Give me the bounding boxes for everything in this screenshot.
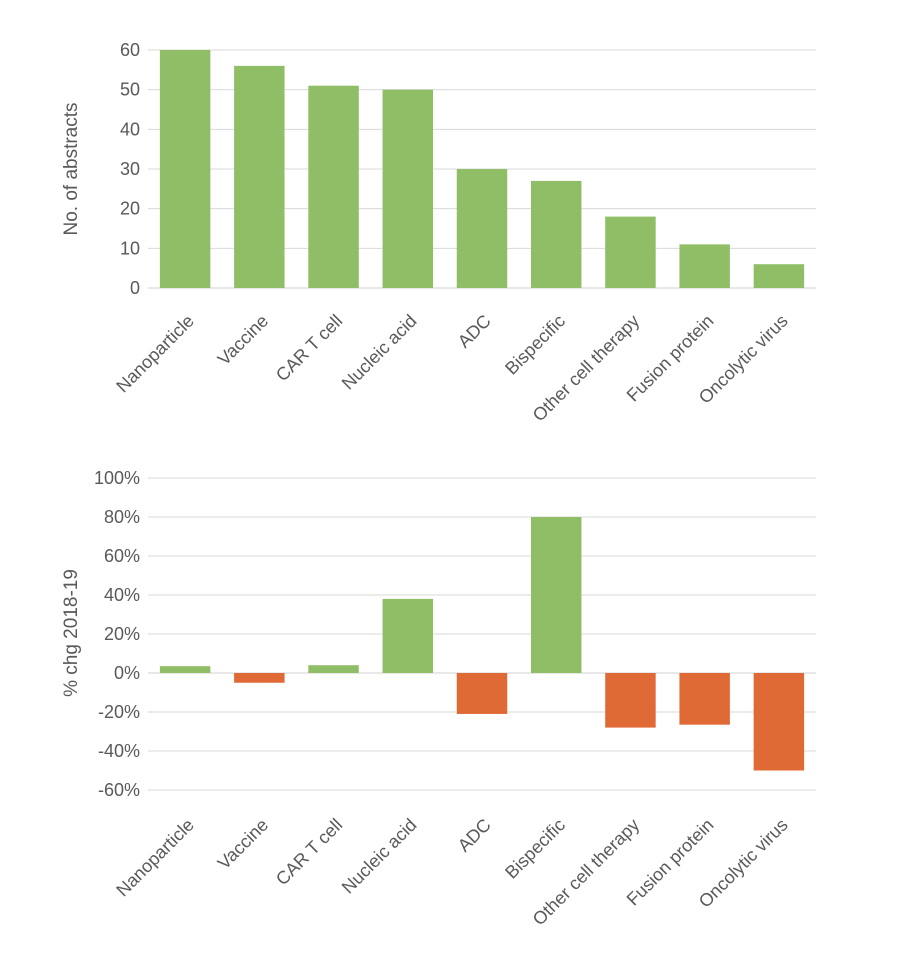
chart2-bar-adc: [456, 673, 508, 714]
chart2-bar-bispecific: [530, 517, 582, 673]
chart2-bar-oncolytic-virus: [753, 673, 805, 771]
chart1-bar-oncolytic-virus: [753, 264, 805, 288]
chart1-y-tick-label: 0: [130, 278, 140, 298]
chart1-bar-fusion-protein: [679, 244, 730, 288]
chart2-y-tick-label: 20%: [104, 624, 140, 644]
chart1-category-label: ADC: [454, 311, 495, 352]
abstracts-bar-chart: No. of abstracts 0 10 20 30 40 50 60 Nanopartic…: [61, 40, 816, 425]
chart1-bar-other-cell-therapy: [605, 216, 656, 288]
chart2-bar-fusion-protein: [679, 673, 730, 725]
chart2-bar-other-cell-therapy: [605, 673, 656, 728]
chart1-bar-car-t-cell: [308, 85, 359, 288]
chart1-category-label: Vaccine: [214, 311, 272, 369]
chart1-bar-bispecific: [530, 180, 582, 288]
chart1-category-label: Nucleic acid: [338, 311, 421, 394]
chart1-y-tick-label: 50: [120, 80, 140, 100]
chart2-y-tick-label: 60%: [104, 546, 140, 566]
chart2-bar-car-t-cell: [308, 665, 359, 673]
chart2-category-label: CAR T cell: [272, 815, 347, 890]
percent-change-bar-chart: % chg 2018-19 -60% -40% -20% 0% 20% 40% 60% 80%…: [61, 468, 816, 929]
chart2-category-label: Bispecific: [501, 815, 569, 883]
chart1-y-tick-label: 20: [120, 199, 140, 219]
chart1-bar-vaccine: [234, 65, 285, 288]
chart2-y-tick-label: -20%: [98, 702, 140, 722]
chart2-bar-nucleic-acid: [382, 598, 434, 673]
chart2-category-label: Nanoparticle: [112, 815, 198, 901]
chart1-category-label: Nanoparticle: [112, 311, 198, 397]
chart1-bar-adc: [456, 169, 508, 288]
chart2-y-tick-label: 40%: [104, 585, 140, 605]
chart2-bar-vaccine: [234, 673, 285, 683]
chart2-category-label: Vaccine: [214, 815, 272, 873]
chart1-category-label: Bispecific: [501, 311, 569, 379]
chart2-y-tick-label: -60%: [98, 780, 140, 800]
chart1-category-label: CAR T cell: [272, 311, 347, 386]
chart2-bar-nanoparticle: [159, 666, 211, 673]
chart2-category-label: Nucleic acid: [338, 815, 421, 898]
chart2-category-label: ADC: [454, 815, 495, 856]
chart2-y-tick-label: 0%: [114, 663, 140, 683]
chart2-y-tick-label: 80%: [104, 507, 140, 527]
chart1-y-tick-label: 60: [120, 40, 140, 60]
chart1-y-tick-label: 30: [120, 159, 140, 179]
chart1-bar-nanoparticle: [159, 50, 211, 288]
chart1-y-tick-label: 40: [120, 119, 140, 139]
chart2-y-axis-label: % chg 2018-19: [61, 569, 82, 697]
chart1-bar-nucleic-acid: [382, 89, 434, 289]
chart1-y-axis-label: No. of abstracts: [61, 102, 82, 235]
chart2-y-tick-label: 100%: [94, 468, 140, 488]
chart2-y-tick-label: -40%: [98, 741, 140, 761]
chart1-y-tick-label: 10: [120, 238, 140, 258]
